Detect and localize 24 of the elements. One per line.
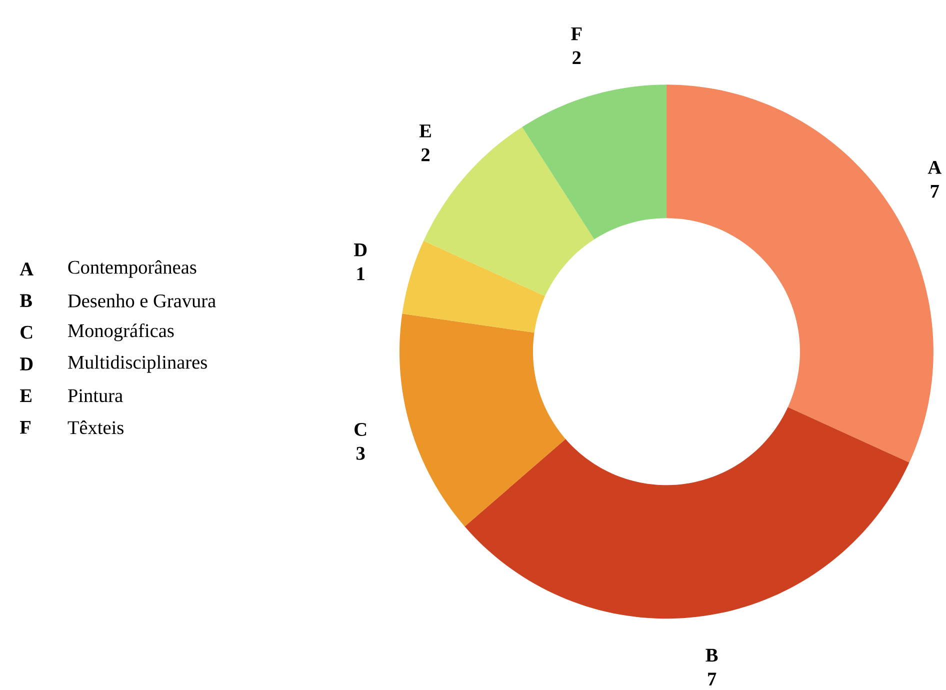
data-label: 3: [356, 446, 365, 460]
category-label: E: [20, 389, 32, 402]
category-label: A: [20, 262, 34, 276]
category-label: C: [20, 326, 32, 339]
text: Desenho e Gravura: [68, 294, 216, 308]
slice-label: A: [928, 161, 942, 174]
slice-label: D: [354, 244, 367, 256]
category-label: D: [20, 358, 33, 370]
slice-label: F: [571, 28, 582, 40]
slice-label: E: [419, 124, 431, 138]
slice-label: B: [706, 648, 718, 662]
slice-label: C: [354, 423, 366, 436]
category-label: F: [20, 421, 30, 434]
text: Pintura: [68, 389, 123, 402]
data-label: 2: [422, 148, 430, 162]
data-label: 2: [572, 51, 581, 64]
data-label: 7: [708, 672, 716, 686]
data-label: 7: [930, 185, 939, 198]
text: Têxteis: [68, 420, 124, 434]
text: Multidisciplinares: [68, 355, 207, 373]
data-label: 1: [357, 267, 364, 280]
text: Contemporâneas: [68, 260, 196, 278]
category-label: B: [20, 294, 32, 308]
text: Monográficas: [68, 324, 174, 342]
